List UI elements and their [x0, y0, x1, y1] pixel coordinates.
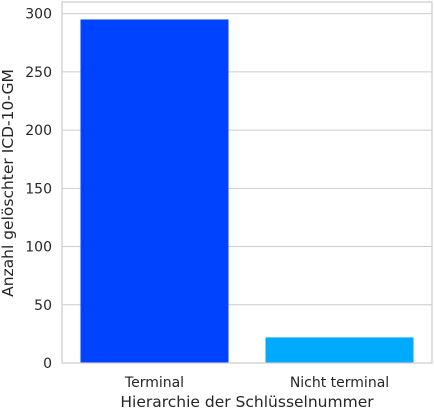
x-tick-labels: Terminal Nicht terminal — [124, 375, 389, 391]
y-tick-label: 300 — [25, 7, 52, 23]
y-tick-label: 200 — [25, 123, 52, 139]
y-tick-labels: 0 50 100 150 200 250 300 — [25, 7, 52, 372]
y-tick-label: 250 — [25, 65, 52, 81]
x-axis-label: Hierarchie der Schlüsselnummer — [120, 393, 374, 408]
x-tick-label: Nicht terminal — [290, 375, 389, 391]
bar-nicht-terminal — [266, 337, 414, 363]
y-tick-label: 150 — [25, 181, 52, 197]
y-tick-label: 100 — [25, 240, 52, 256]
x-tick-label: Terminal — [124, 375, 184, 391]
y-axis-label: Anzahl gelöschter ICD-10-GM — [0, 69, 17, 297]
bar-terminal — [81, 19, 229, 363]
y-tick-label: 50 — [34, 298, 52, 314]
bars — [81, 19, 414, 363]
y-tick-label: 0 — [43, 356, 52, 372]
